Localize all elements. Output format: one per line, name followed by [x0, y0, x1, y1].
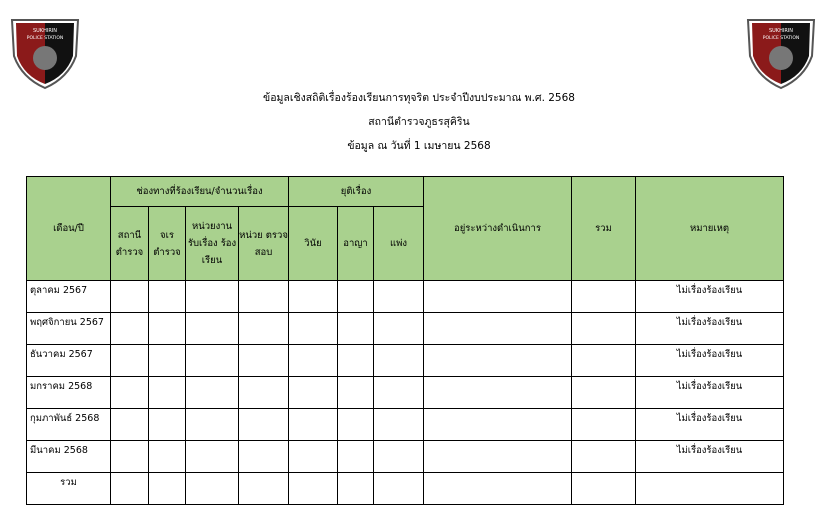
table-row: กุมภาพันธ์ 2568 ไม่เรื่องร้องเรียน [26, 408, 784, 441]
empty-cell [373, 376, 424, 409]
empty-cell [185, 344, 239, 377]
empty-cell [238, 312, 289, 345]
police-station-logo: SUKHIRIN POLICE STATION [10, 19, 80, 90]
row-remark: ไม่เรื่องร้องเรียน [635, 376, 784, 409]
total-label: รวม [26, 472, 111, 505]
station-name: สถานีตำรวจภูธรสุคิริน [368, 116, 470, 128]
empty-cell [110, 440, 149, 473]
empty-cell [571, 280, 636, 313]
empty-cell [337, 440, 374, 473]
empty-cell [288, 376, 338, 409]
row-remark: ไม่เรื่องร้องเรียน [635, 408, 784, 441]
header-civil: แพ่ง [373, 206, 424, 281]
total-row: รวม [26, 472, 784, 505]
empty-cell [110, 344, 149, 377]
empty-cell [373, 280, 424, 313]
empty-cell [238, 344, 289, 377]
header-channels: ช่องทางที่ร้องเรียน/จำนวนเรื่อง [110, 176, 289, 207]
empty-cell [185, 440, 239, 473]
empty-cell [238, 440, 289, 473]
empty-cell [373, 440, 424, 473]
empty-cell [373, 344, 424, 377]
row-month: มีนาคม 2568 [26, 440, 111, 473]
header-discipline: วินัย [288, 206, 338, 281]
header-complaint-unit: หน่วยงาน รับเรื่อง ร้องเรียน [185, 206, 239, 281]
header-patrol: จเร ตำรวจ [148, 206, 186, 281]
empty-cell [337, 376, 374, 409]
empty-cell [110, 376, 149, 409]
empty-cell [571, 312, 636, 345]
table-row: พฤศจิกายน 2567 ไม่เรื่องร้องเรียน [26, 312, 784, 345]
report-title: ข้อมูลเชิงสถิติเรื่องร้องเรียนการทุจริต … [263, 92, 575, 104]
empty-cell [571, 440, 636, 473]
header-remark: หมายเหตุ [635, 176, 784, 281]
empty-cell [110, 312, 149, 345]
empty-cell [337, 344, 374, 377]
empty-cell [373, 408, 424, 441]
empty-cell [148, 312, 186, 345]
empty-cell [110, 280, 149, 313]
empty-cell [337, 408, 374, 441]
empty-cell [185, 280, 239, 313]
svg-text:SUKHIRIN: SUKHIRIN [769, 28, 793, 34]
header-criminal: อาญา [337, 206, 374, 281]
row-month: มกราคม 2568 [26, 376, 111, 409]
header-station: สถานี ตำรวจ [110, 206, 149, 281]
row-remark: ไม่เรื่องร้องเรียน [635, 440, 784, 473]
table-row: ตุลาคม 2567 ไม่เรื่องร้องเรียน [26, 280, 784, 313]
empty-cell [571, 344, 636, 377]
row-remark: ไม่เรื่องร้องเรียน [635, 312, 784, 345]
row-month: ธันวาคม 2567 [26, 344, 111, 377]
row-month: พฤศจิกายน 2567 [26, 312, 111, 345]
empty-cell [238, 376, 289, 409]
row-month: กุมภาพันธ์ 2568 [26, 408, 111, 441]
empty-cell [185, 312, 239, 345]
header-audit-unit: หน่วย ตรวจสอบ [238, 206, 289, 281]
empty-cell [337, 312, 374, 345]
empty-cell [288, 280, 338, 313]
empty-cell [148, 376, 186, 409]
empty-cell [423, 280, 572, 313]
empty-cell [337, 280, 374, 313]
table-row: มีนาคม 2568 ไม่เรื่องร้องเรียน [26, 440, 784, 473]
empty-cell [238, 280, 289, 313]
empty-cell [238, 408, 289, 441]
empty-cell [571, 376, 636, 409]
svg-text:POLICE STATION: POLICE STATION [27, 35, 63, 41]
empty-cell [288, 408, 338, 441]
table-row: ธันวาคม 2567 ไม่เรื่องร้องเรียน [26, 344, 784, 377]
police-station-logo-right: SUKHIRIN POLICE STATION [746, 19, 816, 90]
svg-text:SUKHIRIN: SUKHIRIN [33, 28, 57, 34]
complaint-statistics-table: เดือน/ปี ช่องทางที่ร้องเรียน/จำนวนเรื่อง… [26, 176, 784, 505]
svg-text:POLICE STATION: POLICE STATION [763, 35, 799, 41]
empty-cell [288, 440, 338, 473]
empty-cell [148, 280, 186, 313]
empty-cell [148, 344, 186, 377]
table-row: มกราคม 2568 ไม่เรื่องร้องเรียน [26, 376, 784, 409]
data-date: ข้อมูล ณ วันที่ 1 เมษายน 2568 [347, 140, 491, 152]
row-remark: ไม่เรื่องร้องเรียน [635, 280, 784, 313]
empty-cell [373, 312, 424, 345]
empty-cell [148, 440, 186, 473]
empty-cell [423, 376, 572, 409]
empty-cell [423, 408, 572, 441]
empty-cell [288, 344, 338, 377]
header-total: รวม [571, 176, 636, 281]
empty-cell [423, 312, 572, 345]
header-month: เดือน/ปี [26, 176, 111, 281]
row-remark: ไม่เรื่องร้องเรียน [635, 344, 784, 377]
row-month: ตุลาคม 2567 [26, 280, 111, 313]
empty-cell [288, 312, 338, 345]
empty-cell [185, 376, 239, 409]
empty-cell [148, 408, 186, 441]
header-closed: ยุติเรื่อง [288, 176, 424, 207]
header-in-progress: อยู่ระหว่างดำเนินการ [423, 176, 572, 281]
empty-cell [185, 408, 239, 441]
empty-cell [423, 440, 572, 473]
empty-cell [423, 344, 572, 377]
empty-cell [110, 408, 149, 441]
empty-cell [571, 408, 636, 441]
